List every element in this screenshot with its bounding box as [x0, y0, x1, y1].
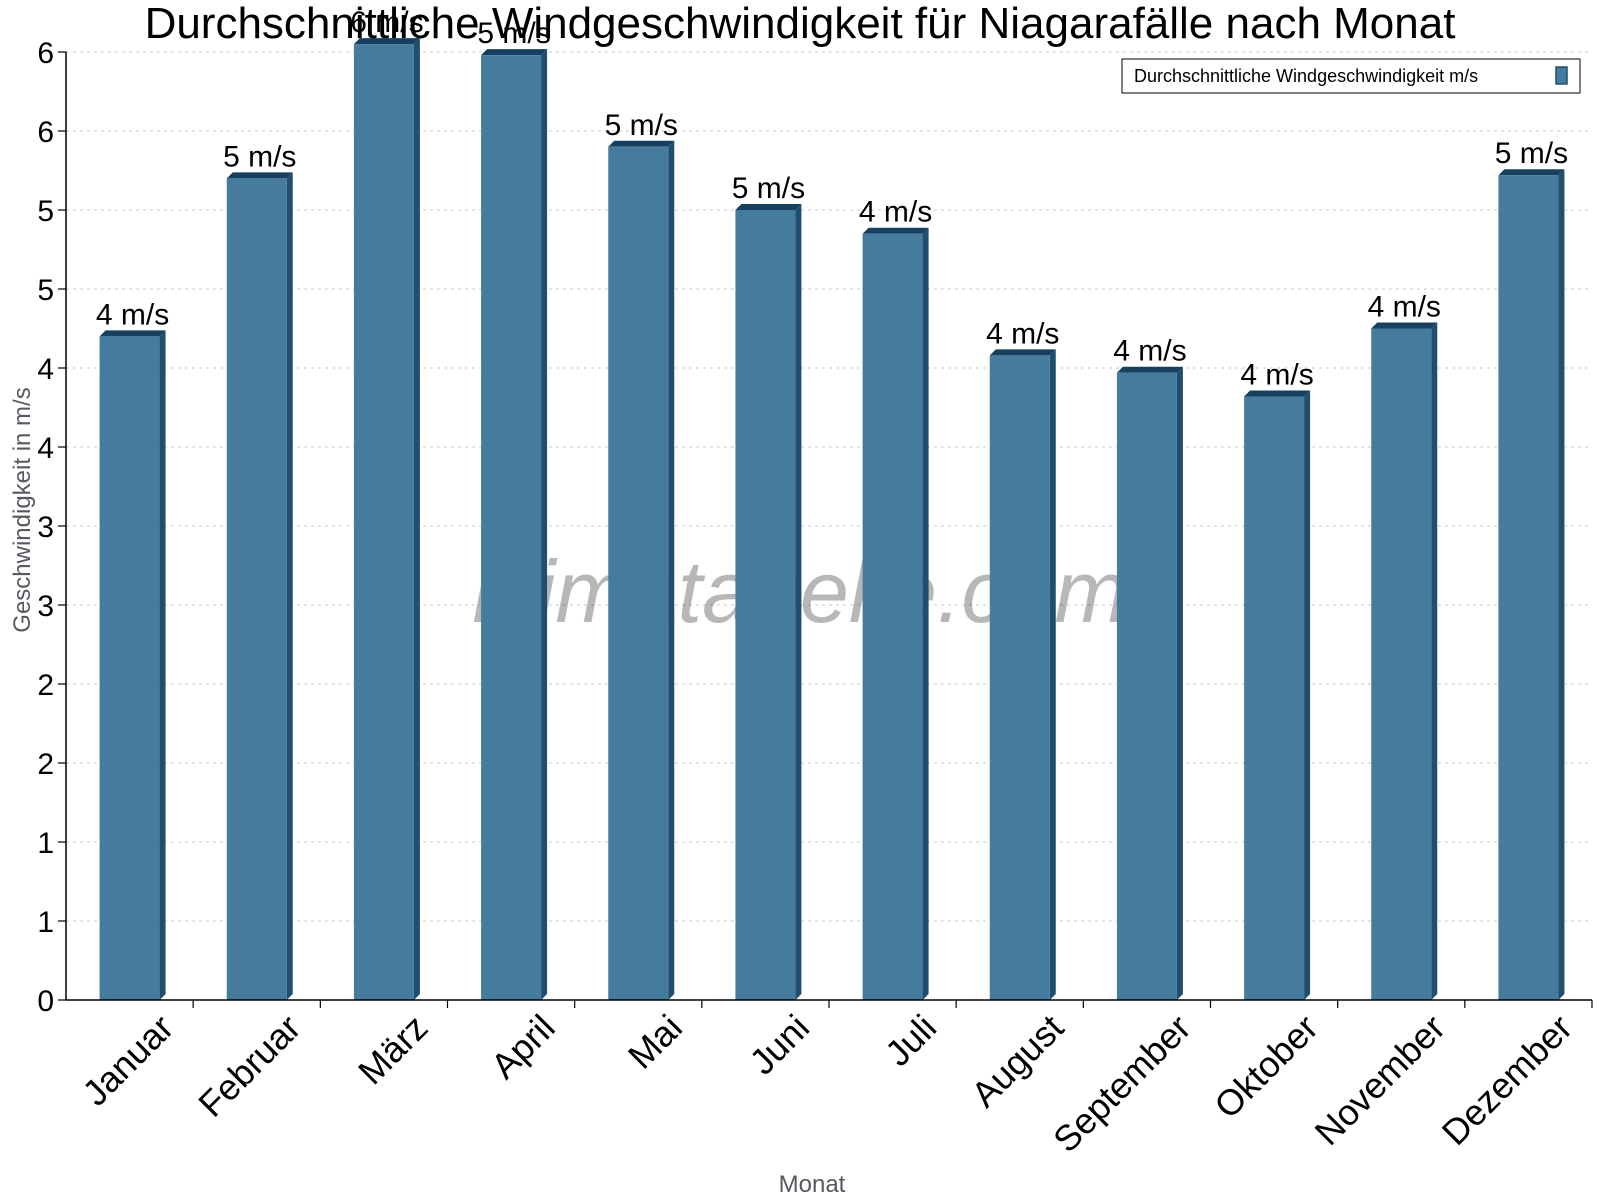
x-tick-label: März: [350, 1007, 436, 1093]
bar-juni: [735, 204, 802, 1000]
y-tick-label: 0: [37, 985, 54, 1018]
data-label: 4 m/s: [1113, 335, 1186, 368]
bar-april: [481, 49, 548, 1001]
bar-side: [1558, 169, 1565, 1001]
x-tick-label: November: [1306, 1007, 1452, 1153]
legend-swatch: [1555, 66, 1568, 85]
bar-top: [353, 38, 420, 45]
bar-märz: [353, 38, 420, 1001]
data-label: 4 m/s: [1240, 358, 1313, 391]
bar-side: [541, 49, 548, 1001]
data-label: 4 m/s: [859, 196, 932, 229]
axes: [58, 51, 1593, 1008]
bar-top: [608, 140, 675, 147]
x-tick-labels: Januar Februar März April Mai Juni Juli AugustS…: [74, 1007, 1580, 1161]
bar-side: [922, 227, 929, 1000]
bar-januar: [99, 330, 166, 1000]
bar-top: [481, 49, 548, 56]
bar-top: [226, 172, 293, 179]
bar-front: [226, 178, 287, 1000]
bar-top: [989, 349, 1056, 356]
data-label: 4 m/s: [1368, 291, 1441, 324]
legend-entry-label: Durchschnittliche Windgeschwindigkeit m/…: [1134, 66, 1478, 86]
bar-front: [99, 336, 160, 1000]
bar-front: [1498, 175, 1559, 1001]
y-tick-label: 5: [37, 195, 54, 228]
x-tick-label: Februar: [190, 1007, 308, 1125]
data-labels: 4 m/s 5 m/s 6 m/s 5 m/s 5 m/s 5 m/s 4 m/s 4 m/s…: [96, 6, 1568, 391]
bar-front: [353, 44, 414, 1001]
y-tick-label: 4: [37, 353, 54, 386]
x-axis-label: Monat: [779, 1171, 846, 1198]
y-axis-label: Geschwindigkeit in m/s: [9, 387, 36, 632]
x-tick-label: Dezember: [1434, 1007, 1580, 1153]
y-tick-label: 1: [37, 906, 54, 939]
y-tick-label: 5: [37, 274, 54, 307]
y-tick-label: 6: [37, 116, 54, 149]
chart-title: Durchschnittliche Windgeschwindigkeit fü…: [145, 0, 1456, 48]
bar-front: [1244, 396, 1305, 1000]
bar-top: [1116, 366, 1183, 373]
y-tick-label: 2: [37, 669, 54, 702]
bar-top: [735, 204, 802, 210]
data-label: 5 m/s: [732, 172, 805, 205]
bar-side: [159, 330, 166, 1000]
x-tick-label: Juni: [741, 1007, 817, 1083]
x-tick-label: Januar: [74, 1007, 181, 1114]
bar-dezember: [1498, 169, 1565, 1001]
bar-front: [989, 355, 1050, 1000]
data-label: 5 m/s: [605, 109, 678, 142]
bar-top: [1498, 169, 1565, 176]
bar-top: [1371, 322, 1438, 329]
bar-november: [1371, 322, 1438, 1000]
y-tick-label: 4: [37, 432, 54, 465]
x-tick-label: Oktober: [1206, 1007, 1326, 1127]
bar-juli: [862, 227, 929, 1000]
bar-front: [481, 55, 542, 1001]
data-label: 4 m/s: [96, 298, 169, 331]
y-tick-label: 3: [37, 590, 54, 623]
data-label: 5 m/s: [223, 140, 296, 173]
bar-mai: [608, 140, 675, 1001]
data-label: 5 m/s: [477, 17, 550, 50]
y-tick-label: 1: [37, 827, 54, 860]
bar-side: [413, 38, 420, 1001]
bar-front: [862, 233, 923, 1000]
y-tick-label: 3: [37, 511, 54, 544]
bar-side: [1049, 349, 1056, 1000]
grid-lines: [66, 51, 1592, 922]
bar-front: [1116, 372, 1177, 1000]
bar-september: [1116, 366, 1183, 1000]
bar-front: [1371, 328, 1432, 1000]
data-label: 6 m/s: [350, 6, 423, 39]
legend: Durchschnittliche Windgeschwindigkeit m/…: [1121, 58, 1581, 94]
legend-box: [1121, 58, 1581, 94]
bar-side: [795, 204, 802, 1000]
y-tick-label: 6: [37, 37, 54, 70]
x-tick-label: September: [1045, 1007, 1199, 1161]
x-tick-label: Juli: [877, 1007, 944, 1074]
x-tick-label: April: [483, 1007, 563, 1087]
bar-side: [1176, 366, 1183, 1000]
bar-front: [608, 146, 669, 1001]
bar-side: [286, 172, 293, 1000]
bar-front: [735, 210, 796, 1000]
x-tick-label: August: [963, 1007, 1071, 1115]
bar-side: [1431, 322, 1438, 1000]
bar-top: [99, 330, 166, 337]
bar-top: [862, 227, 929, 234]
data-label: 5 m/s: [1495, 137, 1568, 170]
x-tick-label: Mai: [620, 1007, 690, 1077]
bar-oktober: [1244, 390, 1311, 1000]
bar-side: [668, 140, 675, 1001]
y-tick-labels: 0 1 1 2 2 3 3 4 4 5 5 6 6: [37, 37, 54, 1018]
bar-top: [1244, 390, 1311, 397]
bar-august: [989, 349, 1056, 1000]
bar-februar: [226, 172, 293, 1000]
data-label: 4 m/s: [986, 317, 1059, 350]
y-tick-label: 2: [37, 748, 54, 781]
bars-group: [99, 38, 1565, 1001]
bar-side: [1304, 390, 1311, 1000]
